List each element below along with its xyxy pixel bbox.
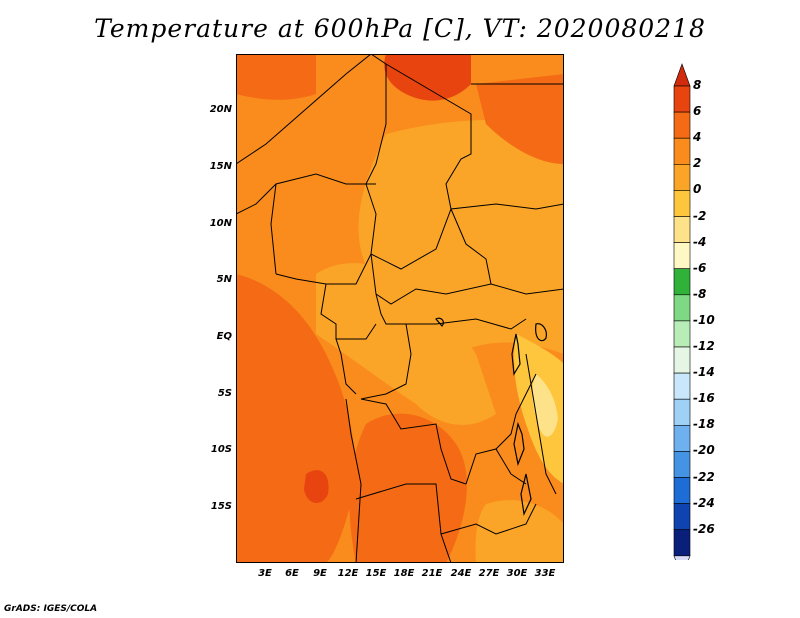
field-cool-southeast bbox=[475, 500, 564, 563]
colorbar-label: -12 bbox=[693, 339, 715, 353]
field-hot-sahara bbox=[384, 54, 471, 101]
colorbar-cell bbox=[673, 242, 691, 270]
lake-outlines bbox=[435, 317, 547, 517]
map-border bbox=[236, 54, 564, 563]
colorbar-cell bbox=[673, 294, 691, 322]
colorbar-cell bbox=[673, 85, 691, 113]
lon-label-6e: 6E bbox=[285, 568, 299, 579]
colorbar-cell bbox=[673, 529, 691, 557]
colorbar-cell bbox=[673, 164, 691, 191]
colorbar-cell bbox=[673, 216, 691, 243]
lat-label-10n: 10N bbox=[209, 218, 232, 229]
colorbar-label: -10 bbox=[693, 312, 715, 327]
colorbar-label: -24 bbox=[693, 495, 715, 510]
colorbar-label: -14 bbox=[693, 365, 715, 380]
colorbar bbox=[673, 63, 691, 560]
colorbar-cell bbox=[673, 424, 691, 452]
colorbar-cell bbox=[673, 503, 691, 531]
colorbar-cell bbox=[673, 451, 691, 478]
colorbar-cell bbox=[673, 268, 691, 296]
colorbar-label: -16 bbox=[693, 391, 715, 406]
field-cool-central bbox=[316, 263, 496, 425]
colorbar-bottom-arrow bbox=[673, 555, 691, 560]
colorbar-label: -2 bbox=[693, 208, 707, 223]
colorbar-label: -22 bbox=[693, 469, 715, 484]
colorbar-top-arrow bbox=[673, 63, 691, 87]
colorbar-cell bbox=[673, 111, 691, 139]
colorbar-label: -18 bbox=[693, 417, 715, 432]
colorbar-label: -20 bbox=[693, 443, 715, 458]
lon-label-9e: 9E bbox=[313, 568, 327, 579]
lon-label-33e: 33E bbox=[534, 568, 556, 579]
lon-label-24e: 24E bbox=[450, 568, 472, 579]
colorbar-label: -26 bbox=[693, 521, 715, 536]
lat-label-5n: 5N bbox=[216, 274, 232, 285]
lon-label-30e: 30E bbox=[506, 568, 528, 579]
colorbar-label: -8 bbox=[693, 286, 707, 301]
field-warm-ne bbox=[476, 74, 564, 164]
lat-label-10s: 10S bbox=[210, 444, 232, 455]
field-warm-nw bbox=[236, 54, 316, 100]
lon-label-3e: 3E bbox=[258, 568, 272, 579]
colorbar-label: 8 bbox=[693, 78, 702, 92]
lon-label-12e: 12E bbox=[337, 568, 359, 579]
lat-label-5s: 5S bbox=[217, 388, 232, 399]
colorbar-cells bbox=[673, 63, 691, 560]
colorbar-cell bbox=[673, 346, 691, 374]
grads-credit: GrADS: IGES/COLA bbox=[4, 604, 98, 614]
colorbar-cell bbox=[673, 398, 691, 426]
temperature-map bbox=[236, 54, 564, 563]
field-warm-south bbox=[349, 413, 467, 563]
colorbar-cell bbox=[673, 372, 691, 400]
map-title: Temperature at 600hPa [C], VT: 202008021… bbox=[94, 14, 706, 43]
colorbar-label: 6 bbox=[693, 104, 702, 119]
lon-label-15e: 15E bbox=[365, 568, 387, 579]
field-pale-east bbox=[532, 374, 558, 437]
lon-label-27e: 27E bbox=[478, 568, 500, 579]
colorbar-cell bbox=[673, 190, 691, 217]
lon-label-18e: 18E bbox=[393, 568, 415, 579]
colorbar-cell bbox=[673, 320, 691, 348]
colorbar-cell bbox=[673, 477, 691, 504]
colorbar-label: 0 bbox=[693, 182, 702, 197]
lat-label-20n: 20N bbox=[209, 104, 232, 115]
lat-label-15s: 15S bbox=[210, 501, 232, 512]
lat-label-15n: 15N bbox=[209, 161, 232, 172]
colorbar-cell bbox=[673, 137, 691, 165]
colorbar-label: 2 bbox=[693, 156, 702, 171]
colorbar-label: -4 bbox=[693, 234, 707, 249]
country-borders bbox=[236, 54, 564, 563]
field-hot-patch bbox=[304, 470, 329, 504]
lon-label-21e: 21E bbox=[421, 568, 443, 579]
lat-label-eq: EQ bbox=[216, 331, 232, 342]
colorbar-label: 4 bbox=[693, 130, 702, 145]
colorbar-label: -6 bbox=[693, 260, 707, 275]
